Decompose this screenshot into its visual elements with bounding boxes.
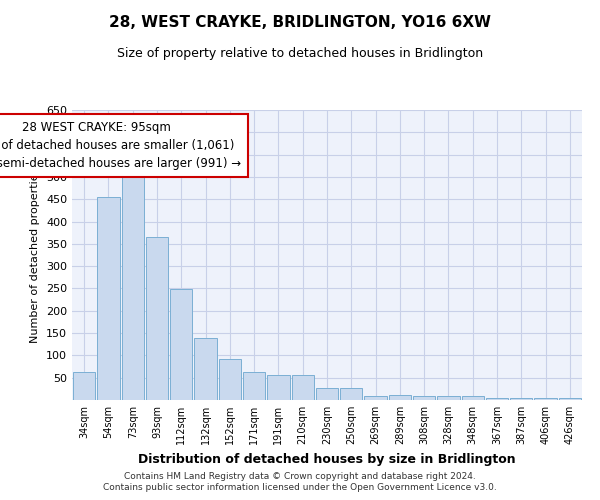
Bar (73, 372, 95, 400)
Bar (364, 396, 387, 400)
Bar (486, 398, 508, 400)
Bar (510, 398, 532, 400)
Bar (292, 376, 314, 400)
Bar (413, 396, 436, 400)
Text: Size of property relative to detached houses in Bridlington: Size of property relative to detached ho… (117, 48, 483, 60)
Text: Contains public sector information licensed under the Open Government Licence v3: Contains public sector information licen… (103, 484, 497, 492)
Bar (97, 197, 119, 400)
Text: Contains HM Land Registry data © Crown copyright and database right 2024.: Contains HM Land Registry data © Crown c… (124, 472, 476, 481)
Bar (194, 338, 217, 400)
Bar (170, 290, 193, 400)
Bar (122, 168, 144, 400)
Bar (389, 394, 411, 400)
Text: 28 WEST CRAYKE: 95sqm
← 51% of detached houses are smaller (1,061)
48% of semi-d: 28 WEST CRAYKE: 95sqm ← 51% of detached … (0, 121, 241, 170)
Text: 28, WEST CRAYKE, BRIDLINGTON, YO16 6XW: 28, WEST CRAYKE, BRIDLINGTON, YO16 6XW (109, 15, 491, 30)
Bar (559, 398, 581, 400)
Bar (316, 388, 338, 400)
Bar (340, 388, 362, 400)
Bar (437, 396, 460, 400)
Text: Distribution of detached houses by size in Bridlington: Distribution of detached houses by size … (138, 452, 516, 466)
Bar (535, 398, 557, 400)
Y-axis label: Number of detached properties: Number of detached properties (31, 168, 40, 342)
Bar (267, 376, 290, 400)
Bar (243, 372, 265, 400)
Bar (146, 237, 168, 400)
Bar (218, 359, 241, 400)
Bar (461, 396, 484, 400)
